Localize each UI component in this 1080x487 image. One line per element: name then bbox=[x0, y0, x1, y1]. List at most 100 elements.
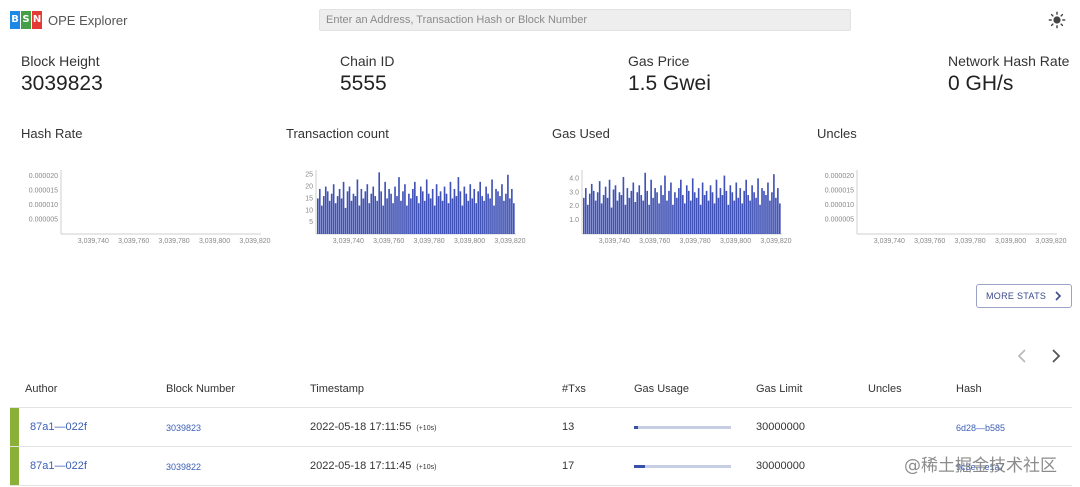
bar bbox=[465, 193, 468, 234]
bar bbox=[689, 200, 692, 234]
col-block-number: Block Number bbox=[166, 383, 236, 395]
more-stats-button[interactable]: MORE STATS bbox=[976, 284, 1072, 308]
hash-link[interactable]: 9c3e—e1a7 bbox=[956, 462, 1005, 472]
bar bbox=[459, 191, 462, 234]
bar bbox=[769, 200, 771, 234]
bar bbox=[624, 204, 627, 234]
bar bbox=[727, 204, 730, 234]
bar bbox=[654, 188, 656, 234]
watermark: @稀土掘金技术社区 bbox=[904, 456, 1057, 476]
bar bbox=[455, 196, 458, 234]
search-input[interactable] bbox=[319, 9, 851, 31]
bar bbox=[487, 193, 489, 234]
pager-prev-button[interactable] bbox=[1014, 347, 1030, 365]
bar bbox=[489, 198, 491, 234]
bar bbox=[449, 181, 452, 234]
hash-link[interactable]: 6d28—b585 bbox=[956, 423, 1006, 433]
bar bbox=[324, 186, 327, 234]
logo-letter-s: S bbox=[21, 11, 31, 29]
bar bbox=[715, 179, 718, 234]
author-link[interactable]: 87a1—022f bbox=[30, 460, 87, 472]
y-tick-label: 0.000020 bbox=[825, 173, 854, 180]
stat-label: Chain ID bbox=[340, 53, 395, 69]
bar bbox=[666, 200, 668, 234]
bar bbox=[326, 191, 329, 234]
bar bbox=[344, 207, 347, 234]
block-number-link[interactable]: 3039822 bbox=[166, 462, 202, 472]
col-txs: #Txs bbox=[562, 383, 586, 395]
bar bbox=[396, 196, 398, 234]
bar bbox=[392, 203, 394, 234]
bar bbox=[634, 202, 637, 234]
bar bbox=[477, 191, 480, 234]
x-tick-label: 3,039,740 bbox=[599, 238, 630, 245]
x-tick-label: 3,039,780 bbox=[680, 238, 711, 245]
bar bbox=[638, 185, 641, 234]
bar bbox=[753, 192, 755, 234]
y-tick-label: 0.000005 bbox=[29, 216, 58, 223]
bar bbox=[338, 188, 341, 234]
chevron-right-icon bbox=[1055, 291, 1062, 301]
pager-next-button[interactable] bbox=[1048, 347, 1064, 365]
bar bbox=[485, 186, 487, 234]
bar bbox=[630, 190, 633, 234]
col-hash: Hash bbox=[956, 383, 982, 395]
bar bbox=[342, 181, 345, 234]
author-link[interactable]: 87a1—022f bbox=[30, 421, 87, 433]
x-tick-label: 3,039,780 bbox=[955, 238, 986, 245]
sun-icon[interactable] bbox=[1048, 11, 1066, 29]
bar bbox=[723, 175, 726, 234]
bsn-logo[interactable]: B S N bbox=[10, 11, 42, 29]
bar bbox=[773, 174, 775, 234]
bar bbox=[499, 196, 501, 234]
bar bbox=[763, 190, 765, 234]
bar bbox=[390, 193, 392, 234]
bar bbox=[366, 184, 369, 234]
bar bbox=[592, 190, 595, 234]
bar bbox=[402, 191, 404, 234]
bar bbox=[417, 203, 420, 234]
bar bbox=[404, 184, 406, 234]
block-number-link[interactable]: 3039823 bbox=[166, 423, 202, 433]
bar bbox=[745, 179, 747, 234]
bar bbox=[374, 196, 377, 234]
bar bbox=[656, 192, 658, 234]
y-tick-label: 0.000010 bbox=[825, 202, 854, 209]
bar bbox=[616, 200, 619, 234]
bar bbox=[368, 203, 371, 234]
bar bbox=[441, 200, 444, 234]
y-tick-label: 0.000005 bbox=[825, 216, 854, 223]
y-tick-label: 5 bbox=[309, 219, 313, 226]
bar bbox=[358, 205, 361, 234]
bar bbox=[670, 182, 672, 234]
app-title[interactable]: OPE Explorer bbox=[48, 13, 128, 28]
bar bbox=[693, 192, 696, 234]
logo-letter-n: N bbox=[32, 11, 42, 29]
bar bbox=[406, 205, 408, 234]
bar bbox=[320, 205, 323, 234]
bar bbox=[636, 192, 639, 234]
bar bbox=[463, 186, 466, 234]
row-accent bbox=[10, 408, 19, 446]
col-uncles: Uncles bbox=[868, 383, 902, 395]
bar bbox=[505, 193, 507, 234]
bar bbox=[423, 200, 426, 234]
bar bbox=[761, 188, 763, 234]
bar bbox=[703, 195, 706, 234]
bar bbox=[735, 182, 738, 234]
row-accent bbox=[10, 447, 19, 485]
bar bbox=[676, 197, 678, 234]
bar bbox=[747, 195, 749, 234]
bar bbox=[622, 176, 625, 234]
chart-title: Transaction count bbox=[286, 126, 389, 141]
bar bbox=[604, 186, 607, 234]
bar bbox=[410, 198, 412, 234]
bar bbox=[507, 174, 509, 234]
bar bbox=[749, 200, 751, 234]
bar bbox=[699, 204, 702, 234]
y-tick-label: 0.000010 bbox=[29, 202, 58, 209]
y-tick-label: 20 bbox=[305, 184, 313, 191]
bar bbox=[376, 200, 379, 234]
bar bbox=[378, 172, 381, 234]
bar bbox=[372, 186, 375, 234]
